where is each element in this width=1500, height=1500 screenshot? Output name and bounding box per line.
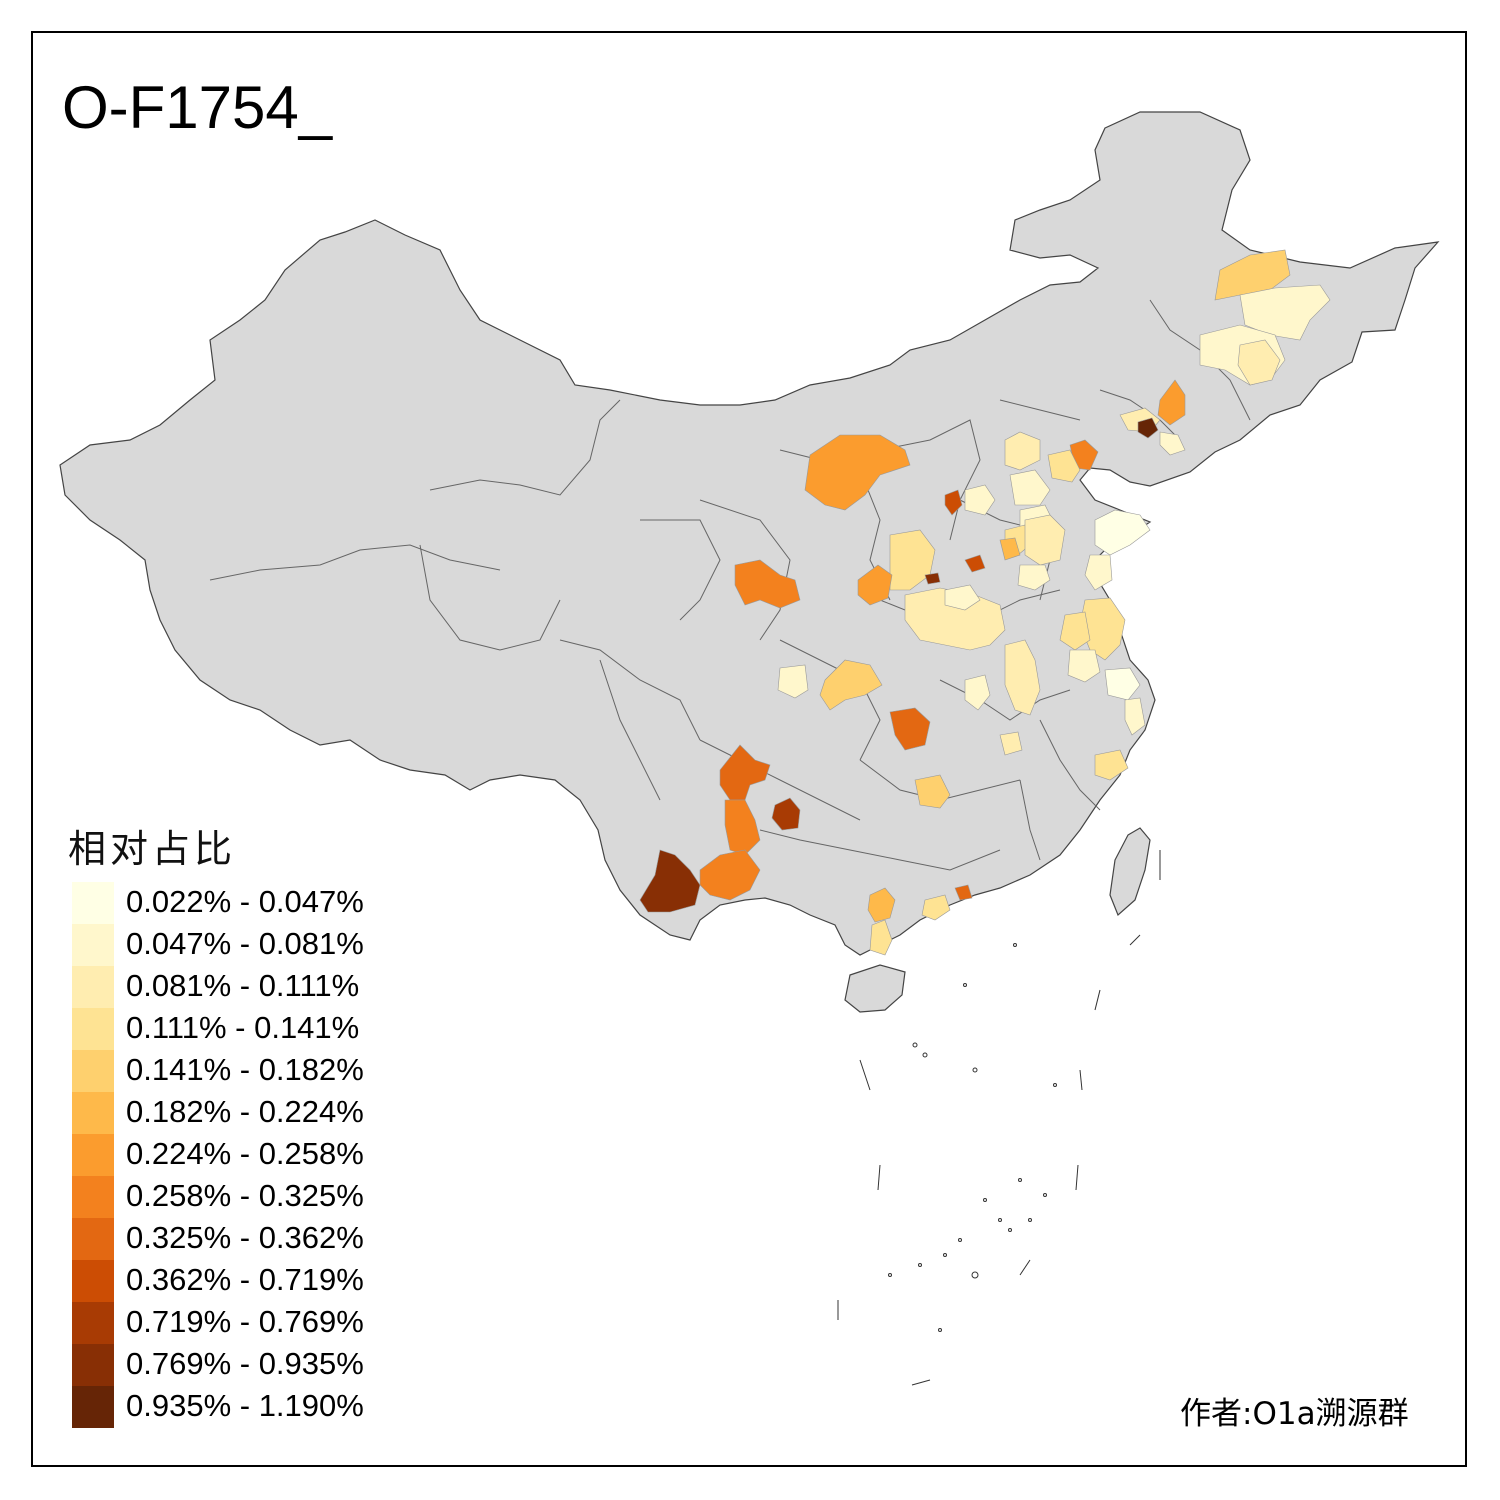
legend-label: 0.719% - 0.769% (126, 1304, 364, 1339)
legend-title: 相对占比 (68, 827, 237, 871)
colored-regions (639, 249, 1331, 956)
legend-swatch (72, 1176, 114, 1218)
legend-label: 0.769% - 0.935% (126, 1346, 364, 1381)
legend-swatch (72, 924, 114, 966)
legend-swatch (72, 1344, 114, 1386)
legend-label: 0.022% - 0.047% (126, 884, 364, 919)
legend-swatch (72, 1050, 114, 1092)
legend-swatch (72, 966, 114, 1008)
legend-label: 0.141% - 0.182% (126, 1052, 364, 1087)
legend-label: 0.047% - 0.081% (126, 926, 364, 961)
legend-label: 0.258% - 0.325% (126, 1178, 364, 1213)
legend-swatch (72, 1218, 114, 1260)
taiwan-island (1109, 827, 1151, 917)
legend-swatch (72, 1092, 114, 1134)
legend-swatch (72, 1386, 114, 1428)
legend-label: 0.182% - 0.224% (126, 1094, 364, 1129)
legend-label: 0.362% - 0.719% (126, 1262, 364, 1297)
mainland-china-shape (59, 111, 1440, 956)
legend-label: 0.081% - 0.111% (126, 968, 360, 1003)
legend-swatch (72, 1302, 114, 1344)
legend-swatch (72, 1134, 114, 1176)
author-credit: 作者:O1a溯源群 (1180, 1396, 1409, 1432)
legend-swatch (72, 1008, 114, 1050)
legend-label: 0.111% - 0.141% (126, 1010, 360, 1045)
hainan-island (844, 964, 906, 1013)
map-frame (31, 31, 1467, 1467)
map-title: O-F1754_ (62, 74, 333, 141)
legend-swatch (72, 882, 114, 924)
south-china-sea-islands (837, 850, 1161, 1386)
legend-label: 0.224% - 0.258% (126, 1136, 364, 1171)
legend-swatch (72, 1260, 114, 1302)
legend-label: 0.935% - 1.190% (126, 1388, 364, 1423)
legend-label: 0.325% - 0.362% (126, 1220, 364, 1255)
